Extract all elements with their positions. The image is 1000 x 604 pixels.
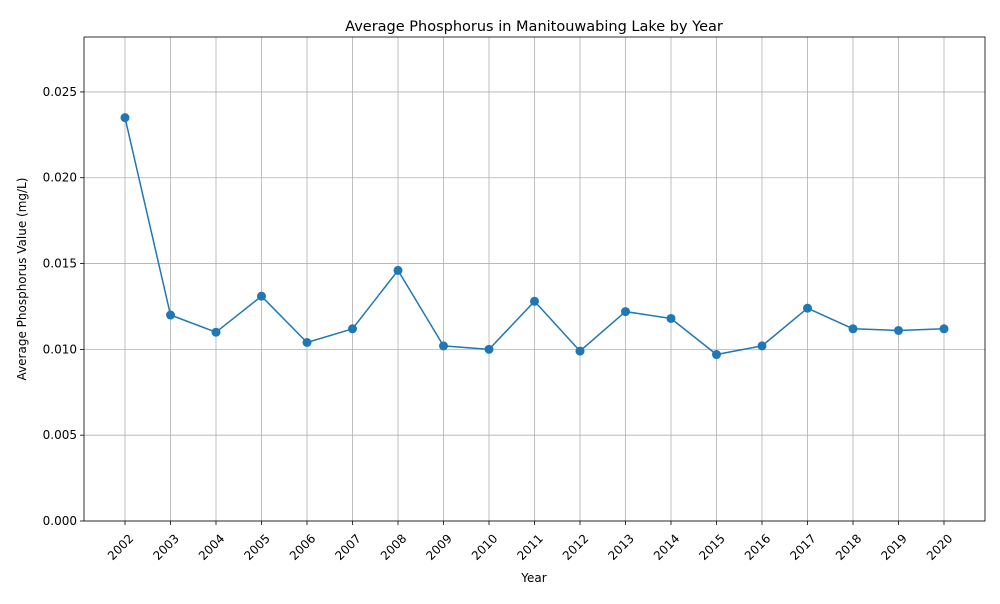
chart-title: Average Phosphorus in Manitouwabing Lake… [345,19,723,35]
data-point-marker [803,303,812,313]
y-tick-label: 0.025 [43,85,77,99]
x-tick-label: 2019 [878,531,909,562]
x-tick-label: 2020 [924,531,955,562]
x-tick-label: 2009 [423,531,454,562]
x-tick-label: 2016 [742,531,773,562]
y-tick-label: 0.015 [43,257,77,271]
data-point-marker [848,324,858,334]
data-point-marker [757,341,767,351]
data-point-marker [257,291,266,301]
y-tick-label: 0.010 [43,342,77,356]
y-tick-label: 0.005 [43,428,77,442]
x-tick-label: 2007 [332,531,363,562]
data-point-marker [894,325,903,335]
axis-ticks: 2002 2003 2004 2005 2006 2007 2008 2009 2010 2011… [43,85,956,563]
x-tick-label: 2002 [105,531,136,562]
x-tick-label: 2015 [696,531,727,562]
data-point-marker [120,113,130,123]
plot-area-frame [83,36,986,522]
data-point-marker [575,346,585,356]
x-tick-label: 2010 [469,531,500,562]
data-point-marker [530,296,539,306]
data-point-marker [666,313,676,323]
data-point-marker [348,324,357,334]
data-point-marker [302,338,312,348]
x-tick-label: 2008 [378,531,409,562]
x-tick-label: 2013 [605,531,636,562]
x-tick-label: 2005 [241,531,272,562]
y-axis-label: Average Phosphorus Value (mg/L) [15,178,29,381]
data-point-marker [939,324,949,334]
y-tick-label: 0.020 [43,171,77,185]
x-tick-label: 2006 [287,531,318,562]
y-tick-label: 0.000 [43,514,77,528]
x-tick-label: 2018 [833,531,864,562]
x-axis-label: Year [520,571,546,585]
grid-lines [84,37,985,522]
x-tick-label: 2012 [560,531,591,562]
data-point-marker [439,341,448,351]
data-point-marker [211,327,221,337]
x-tick-label: 2003 [150,531,181,562]
x-tick-label: 2014 [651,531,682,562]
data-point-marker [712,350,721,360]
data-point-marker [393,265,403,275]
x-tick-label: 2017 [787,531,818,562]
data-point-marker [484,344,494,354]
x-tick-label: 2011 [514,531,545,562]
data-series [120,113,949,360]
data-point-marker [621,307,630,317]
data-point-marker [166,310,175,320]
x-tick-label: 2004 [196,531,227,562]
